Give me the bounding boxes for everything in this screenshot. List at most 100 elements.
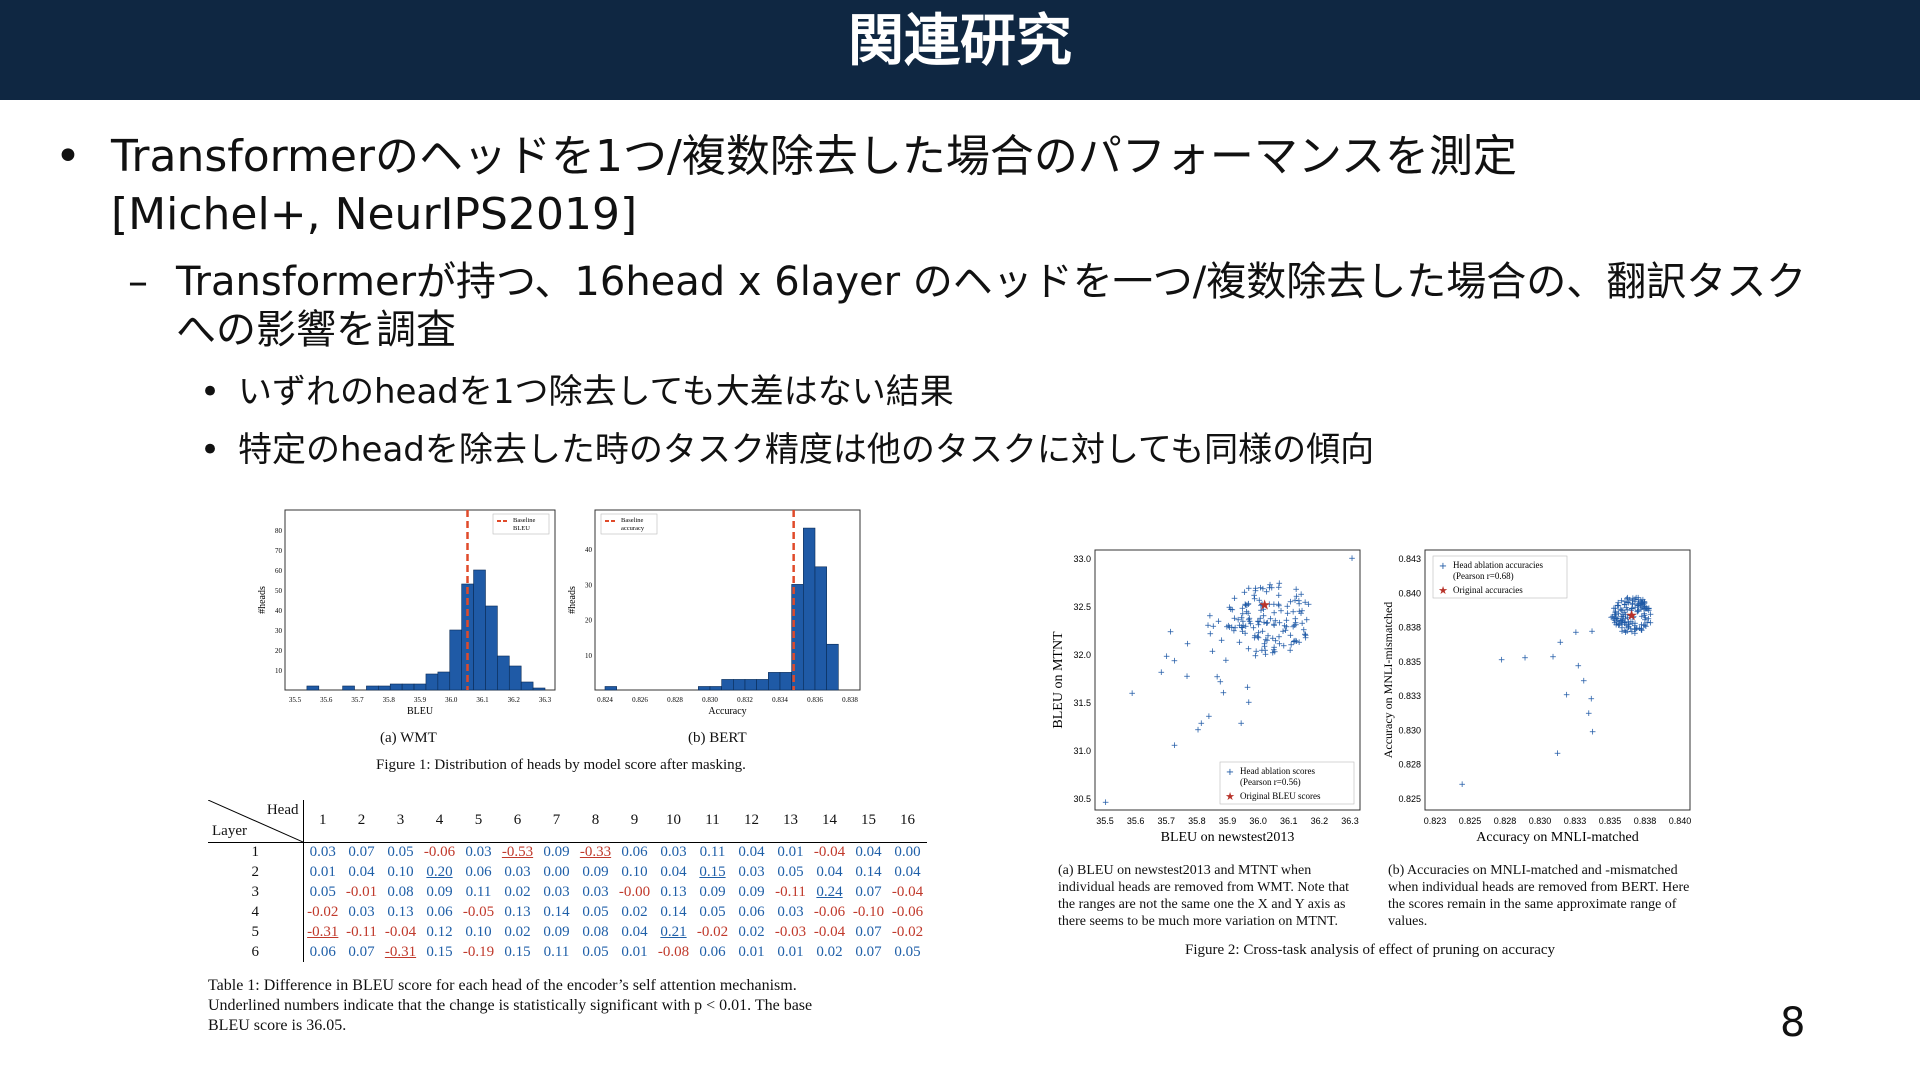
- scatter-point: +: [1625, 618, 1633, 628]
- scatter-point: +: [1635, 599, 1643, 609]
- scatter-point: +: [1588, 627, 1596, 637]
- scatter-point: +: [1633, 624, 1641, 634]
- scatter-point: +: [1238, 624, 1246, 634]
- scatter-point: +: [1287, 598, 1295, 608]
- bullet-level1-line1: Transformerのヘッドを1つ/複数除去した場合のパフォーマンスを測定: [111, 131, 1517, 182]
- scatter-point: +: [1255, 617, 1263, 627]
- table-cell: -0.19: [462, 943, 495, 960]
- scatter-point: +: [1241, 588, 1249, 598]
- y-tick-label: 30: [275, 627, 283, 635]
- scatter-point: +: [1619, 617, 1627, 627]
- y-tick-label: 0.838: [1398, 623, 1421, 633]
- scatter-point: +: [1171, 657, 1179, 667]
- figure1-caption: Figure 1: Distribution of heads by model…: [376, 757, 746, 773]
- table-row: 6 0.06 0.07 -0.31 0.15 -0.19 0.15 0.11 0.05 0.01-…: [208, 942, 927, 962]
- table-cell: 0.03: [504, 863, 531, 880]
- scatter-point: +: [1276, 618, 1284, 628]
- x-tick-label: 36.0: [445, 696, 458, 704]
- scatter-point: +: [1229, 606, 1237, 616]
- x-tick-label: 36.2: [508, 696, 521, 704]
- scatter-point: +: [1617, 617, 1625, 627]
- bullet-level2-text: Transformerが持つ、16head x 6layer のヘッドを一つ/複…: [176, 258, 1896, 354]
- scatter-point: +: [1234, 615, 1242, 625]
- scatter-point: +: [1628, 627, 1636, 637]
- scatter-point: +: [1207, 629, 1215, 639]
- table-row: 4 -0.02 0.03 0.13 0.06 -0.05 0.13 0.14 0.05 0.02 0…: [208, 902, 927, 922]
- table-cell: 0.03: [465, 843, 492, 860]
- bullet-level3-text: いずれのheadを1つ除去しても大差はない結果: [238, 372, 954, 412]
- table-cell: 0.02: [504, 923, 531, 940]
- histogram-bar: [437, 671, 451, 691]
- scatter-point: +: [1282, 626, 1290, 636]
- table-cell: 0.14: [660, 903, 687, 920]
- table-cell: 0.20: [426, 863, 453, 880]
- table-layer-label: 6: [208, 942, 304, 962]
- scatter-point: +: [1244, 600, 1252, 610]
- scatter-point: +: [1295, 638, 1303, 648]
- scatter-point: +: [1227, 605, 1235, 615]
- scatter-point: +: [1631, 622, 1639, 632]
- table-cell: 0.14: [543, 903, 570, 920]
- scatter-point: +: [1272, 637, 1280, 647]
- table-cell: 0.24: [816, 883, 843, 900]
- figure2b-caption-line: when individual heads are removed from B…: [1388, 880, 1690, 895]
- scatter-point: +: [1627, 625, 1635, 635]
- histogram-bert: 0.824 0.826 0.828 0.830 0.832 0.834 0.836 0.838…: [567, 509, 861, 717]
- head-ablation-table: Head Layer 1 2 3 4 5 6 7 8 9 10 11 12 13 14 15 16 1 0.03…: [208, 800, 927, 962]
- scatter-point: +: [1620, 612, 1628, 622]
- scatter-point: +: [1239, 627, 1247, 637]
- table-cell: -0.08: [657, 943, 690, 960]
- scatter-point: +: [1301, 598, 1309, 608]
- scatter-point: +: [1632, 625, 1640, 635]
- scatter-point: +: [1259, 627, 1267, 637]
- table-cell: 0.09: [699, 883, 726, 900]
- scatter-point: +: [1637, 599, 1645, 609]
- x-tick-label: 0.838: [842, 696, 858, 704]
- x-tick-label: 35.8: [383, 696, 396, 704]
- scatter-point: +: [1637, 597, 1645, 607]
- x-tick-label: 0.840: [1669, 816, 1692, 826]
- figure2a-caption-line: individual heads are removed from WMT. N…: [1058, 880, 1350, 895]
- table-cell: -0.33: [579, 843, 612, 860]
- table-head-number: 16: [888, 800, 927, 843]
- scatter-point: +: [1291, 621, 1299, 631]
- legend-star-swatch: ★: [1225, 790, 1235, 803]
- histogram-bar: [721, 679, 734, 691]
- scatter-point: +: [1293, 637, 1301, 647]
- histogram-bar: [768, 672, 781, 691]
- bullet-level3-text: 特定のheadを除去した時のタスク精度は他のタスクに対しても同様の傾向: [238, 430, 1375, 470]
- table-cell: 0.05: [582, 903, 609, 920]
- scatter-point: +: [1613, 614, 1621, 624]
- table-cell: 0.05: [699, 903, 726, 920]
- scatter-point: +: [1287, 631, 1295, 641]
- scatter-point: +: [1254, 632, 1262, 642]
- histogram-bar: [814, 566, 827, 691]
- table-cell: -0.01: [345, 883, 378, 900]
- scatter-point: +: [1238, 623, 1246, 633]
- scatter-point: +: [1279, 627, 1287, 637]
- scatter-point: +: [1270, 620, 1278, 630]
- table-layer-label: 5: [208, 922, 304, 942]
- table-head-number: 5: [459, 800, 498, 843]
- figure2a-caption-line: the ranges are not the same one the X an…: [1058, 897, 1346, 912]
- scatter-point: +: [1245, 584, 1253, 594]
- scatter-point: +: [1300, 626, 1308, 636]
- scatter-point: +: [1617, 605, 1625, 615]
- scatter-point: +: [1209, 647, 1217, 657]
- x-tick-label: 0.835: [1599, 816, 1622, 826]
- scatter-point: +: [1243, 601, 1251, 611]
- scatter-point: +: [1246, 614, 1254, 624]
- table-cell: -0.11: [775, 883, 806, 900]
- scatter-point: +: [1239, 604, 1247, 614]
- figure1a-sublabel: (a) WMT: [380, 730, 437, 746]
- x-tick-label: 0.833: [1564, 816, 1587, 826]
- scatter-point: +: [1631, 603, 1639, 613]
- scatter-point: +: [1627, 611, 1635, 621]
- y-axis-label: #heads: [567, 586, 578, 614]
- scatter-point: +: [1642, 614, 1650, 624]
- histogram-bar: [401, 683, 415, 691]
- scatter-point: +: [1641, 599, 1649, 609]
- scatter-point: +: [1242, 622, 1250, 632]
- table-head-number: 6: [498, 800, 537, 843]
- scatter-point: +: [1237, 719, 1245, 729]
